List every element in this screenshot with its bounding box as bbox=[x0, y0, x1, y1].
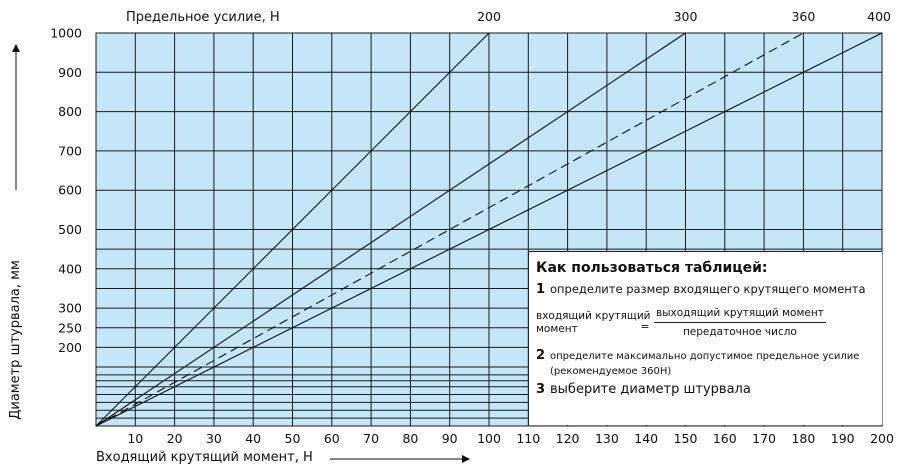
step2-line2: (рекомендуемое 360Н) bbox=[550, 366, 672, 377]
x-tick-label: 90 bbox=[442, 431, 458, 446]
step-text: определите максимально допустимое предел… bbox=[550, 349, 859, 379]
instructions-panel: Как пользоваться таблицей: 1 определите … bbox=[528, 251, 882, 425]
force-labels: 200 300 360 400 bbox=[477, 9, 891, 24]
x-tick-label: 180 bbox=[791, 431, 815, 446]
y-tick-label: 800 bbox=[58, 104, 82, 119]
y-tick-label: 400 bbox=[58, 261, 82, 276]
x-tick-label: 200 bbox=[870, 431, 894, 446]
series-line-200 bbox=[95, 32, 490, 427]
x-tick-label: 170 bbox=[752, 431, 776, 446]
x-axis-title: Входящий крутящий момент, Н bbox=[96, 450, 313, 464]
torque-formula: входящий крутящий момент = выходящий кру… bbox=[536, 307, 876, 338]
formula-denominator: передаточное число bbox=[682, 326, 797, 338]
x-tick-labels: 10 20 30 40 50 60 70 80 90 100 110 120 130 140 150 160 1… bbox=[127, 431, 894, 446]
series-line-300 bbox=[95, 32, 686, 427]
formula-lhs: входящий крутящий момент bbox=[536, 309, 651, 336]
y-tick-label: 700 bbox=[58, 143, 82, 158]
y-tick-label: 900 bbox=[58, 65, 82, 80]
force-label-200: 200 bbox=[477, 9, 501, 24]
x-tick-label: 70 bbox=[363, 431, 379, 446]
step-number: 3 bbox=[536, 382, 546, 397]
x-tick-label: 20 bbox=[167, 431, 183, 446]
step-text: определите размер входящего крутящего мо… bbox=[550, 282, 866, 296]
y-tick-label: 250 bbox=[58, 320, 82, 335]
x-tick-label: 190 bbox=[831, 431, 855, 446]
formula-fraction: выходящий крутящий момент передаточное ч… bbox=[654, 307, 826, 338]
formula-lhs-line1: входящий крутящий bbox=[536, 309, 651, 322]
formula-equals: = bbox=[640, 320, 650, 333]
force-label-360: 360 bbox=[791, 9, 815, 24]
instruction-step-1: 1 определите размер входящего крутящего … bbox=[536, 282, 876, 297]
series-line-400 bbox=[95, 32, 883, 427]
step2-line1: определите максимально допустимое предел… bbox=[550, 351, 860, 362]
force-axis-title: Предельное усилие, Н bbox=[126, 10, 280, 25]
y-tick-label: 200 bbox=[58, 340, 82, 355]
x-tick-label: 150 bbox=[674, 431, 698, 446]
y-tick-label: 300 bbox=[58, 301, 82, 316]
step-number: 1 bbox=[536, 282, 546, 297]
step-text: выберите диаметр штурвала bbox=[550, 382, 751, 397]
x-tick-label: 130 bbox=[595, 431, 619, 446]
x-tick-label: 60 bbox=[324, 431, 340, 446]
step-number: 2 bbox=[536, 348, 546, 363]
x-axis-arrow bbox=[330, 455, 470, 463]
x-tick-label: 100 bbox=[477, 431, 501, 446]
instruction-step-3: 3 выберите диаметр штурвала bbox=[536, 382, 876, 397]
force-label-300: 300 bbox=[674, 9, 698, 24]
y-tick-label: 600 bbox=[58, 183, 82, 198]
y-tick-labels: 200 250 300 400 500 600 700 800 900 1000 bbox=[50, 26, 82, 355]
series-lines bbox=[95, 32, 883, 427]
x-tick-label: 110 bbox=[516, 431, 540, 446]
y-tick-label: 500 bbox=[58, 222, 82, 237]
y-axis-arrow bbox=[12, 44, 20, 190]
series-line-360 bbox=[95, 32, 804, 427]
x-tick-label: 160 bbox=[713, 431, 737, 446]
x-tick-label: 30 bbox=[206, 431, 222, 446]
y-tick-label: 1000 bbox=[50, 26, 82, 41]
x-tick-label: 10 bbox=[127, 431, 143, 446]
y-axis-title: Диаметр штурвала, мм bbox=[8, 260, 23, 420]
x-tick-label: 50 bbox=[285, 431, 301, 446]
instruction-step-2: 2 определите максимально допустимое пред… bbox=[536, 348, 876, 379]
x-tick-label: 140 bbox=[634, 431, 658, 446]
x-tick-label: 80 bbox=[402, 431, 418, 446]
x-tick-label: 40 bbox=[245, 431, 261, 446]
x-tick-label: 120 bbox=[556, 431, 580, 446]
formula-numerator: выходящий крутящий момент bbox=[654, 307, 826, 323]
formula-lhs-line2: момент bbox=[536, 322, 578, 335]
instructions-title: Как пользоваться таблицей: bbox=[536, 260, 768, 276]
force-label-400: 400 bbox=[867, 9, 891, 24]
